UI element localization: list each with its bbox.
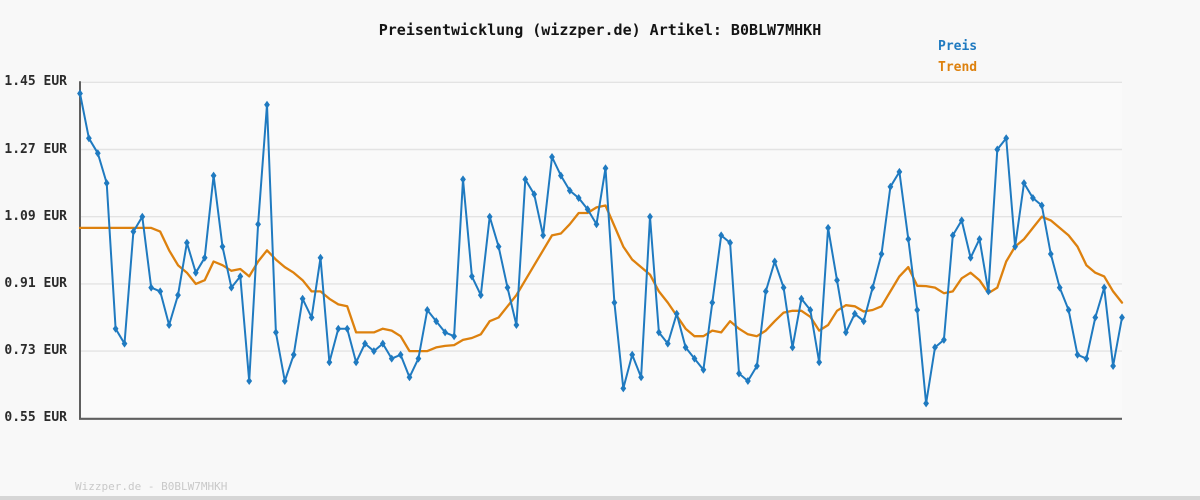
watermark: Wizzper.de - B0BLW7MHKH — [75, 480, 228, 493]
plot-background — [80, 81, 1122, 419]
y-axis-label: 0.73 EUR — [4, 343, 67, 359]
legend-item-trend: Trend — [938, 60, 978, 75]
y-axis-label: 1.27 EUR — [4, 141, 67, 157]
chart-title: Preisentwicklung (wizzper.de) Artikel: B… — [378, 21, 822, 39]
preis-markers — [77, 89, 1125, 408]
legend-item-preis: Preis — [938, 39, 978, 54]
y-axis-label: 0.55 EUR — [4, 410, 67, 426]
y-axis-label: 0.91 EUR — [4, 275, 67, 291]
y-axis-label: 1.45 EUR — [4, 74, 67, 90]
y-axis-label: 1.09 EUR — [4, 208, 67, 224]
preis-line — [79, 92, 1123, 405]
footer-bar — [0, 496, 1200, 500]
